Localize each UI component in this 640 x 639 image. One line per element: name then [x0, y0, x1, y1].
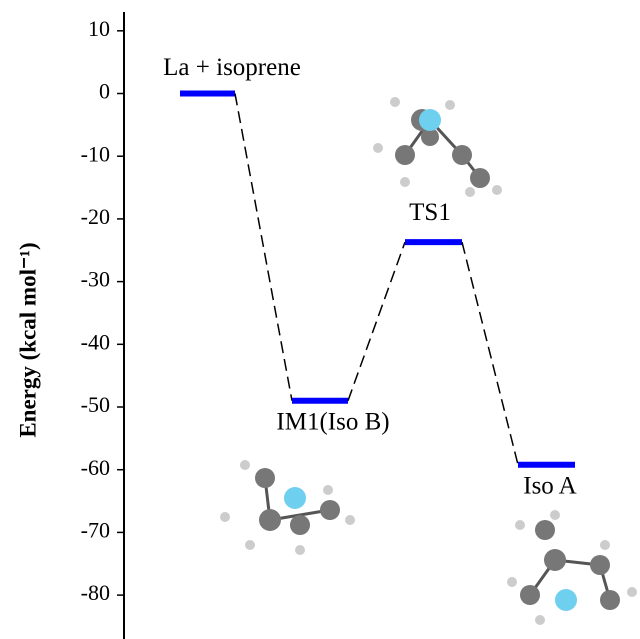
- y-tick-label: -20: [81, 204, 110, 229]
- y-tick-label: -10: [81, 141, 110, 166]
- level-label: IM1(Iso B): [276, 408, 389, 435]
- y-axis-label: Energy (kcal mol⁻¹): [15, 242, 40, 437]
- molecule-im1: [220, 460, 355, 555]
- molecule-ts1: [373, 97, 502, 197]
- y-tick-label: -40: [81, 329, 110, 354]
- level-label: TS1: [409, 199, 451, 226]
- y-tick-label: 10: [88, 16, 110, 41]
- chart: Energy (kcal mol⁻¹) 10 0 -10 -20 -30 -40 -50 -6…: [0, 0, 640, 639]
- molecule-isoa: [507, 510, 637, 625]
- y-tick-label: -30: [81, 267, 110, 292]
- level-label: Iso A: [523, 472, 576, 499]
- connector: [348, 242, 405, 401]
- y-tick-label: -70: [81, 517, 110, 542]
- y-tick-label: 0: [99, 79, 110, 104]
- y-tick-label: -80: [81, 580, 110, 605]
- connector: [235, 94, 292, 401]
- y-tick-label: -50: [81, 392, 110, 417]
- connector: [462, 242, 518, 465]
- y-tick-label: -60: [81, 455, 110, 480]
- level-label: La + isoprene: [163, 54, 301, 81]
